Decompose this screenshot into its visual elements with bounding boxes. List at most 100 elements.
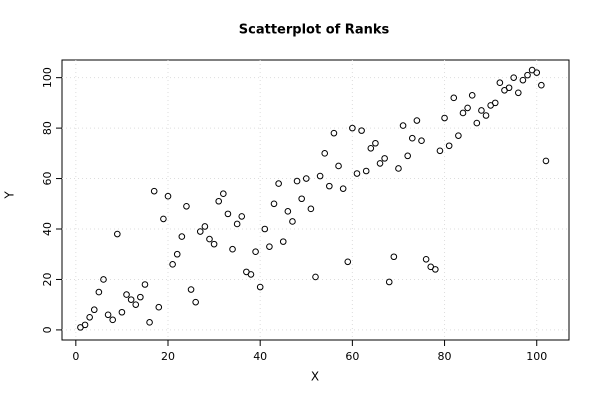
- point: [455, 132, 462, 139]
- point: [146, 319, 153, 326]
- point: [422, 255, 430, 263]
- point: [302, 175, 310, 182]
- point: [229, 245, 236, 253]
- x-tick-label: 60: [345, 350, 359, 363]
- point: [220, 190, 227, 197]
- point: [353, 170, 361, 177]
- point: [450, 94, 458, 102]
- point: [335, 162, 342, 170]
- point: [367, 144, 375, 152]
- y-axis-label: Y: [3, 191, 17, 200]
- point: [275, 180, 282, 187]
- point: [81, 321, 89, 329]
- y-tick-label: 60: [41, 172, 54, 186]
- point: [261, 225, 269, 233]
- point: [270, 200, 278, 208]
- point: [408, 134, 416, 142]
- point: [90, 306, 98, 314]
- point: [385, 278, 393, 286]
- point: [316, 172, 324, 180]
- point: [169, 261, 176, 268]
- point: [238, 213, 246, 220]
- x-tick-label: 20: [161, 350, 175, 363]
- point: [464, 104, 471, 112]
- x-tick-label: 100: [526, 350, 547, 363]
- point: [224, 210, 232, 218]
- point: [362, 167, 370, 175]
- point: [293, 177, 301, 185]
- point: [206, 235, 213, 243]
- point: [192, 298, 199, 306]
- point: [289, 218, 296, 225]
- point: [127, 296, 135, 303]
- point: [436, 147, 444, 155]
- point: [524, 71, 531, 79]
- point: [473, 119, 481, 127]
- point: [183, 203, 190, 210]
- point: [505, 84, 513, 92]
- point: [95, 288, 103, 296]
- point: [468, 92, 476, 99]
- point: [150, 187, 158, 195]
- point: [118, 308, 126, 316]
- point: [279, 238, 287, 245]
- point: [312, 273, 319, 281]
- point: [441, 114, 448, 122]
- chart-title: Scatterplot of Ranks: [239, 23, 390, 38]
- point: [376, 160, 384, 167]
- point: [330, 129, 338, 137]
- point: [482, 112, 490, 119]
- point: [339, 185, 347, 192]
- point: [533, 69, 541, 76]
- point: [187, 286, 195, 293]
- point: [404, 152, 411, 160]
- point: [307, 205, 315, 213]
- point: [284, 208, 292, 215]
- point: [210, 240, 218, 248]
- point: [137, 293, 144, 301]
- point: [141, 281, 149, 288]
- point: [114, 230, 121, 238]
- point: [478, 107, 485, 114]
- point: [109, 316, 116, 324]
- point: [358, 127, 365, 134]
- point: [155, 303, 163, 311]
- point: [491, 99, 499, 107]
- point: [104, 311, 112, 319]
- x-tick-label: 0: [72, 350, 79, 363]
- point: [349, 124, 356, 132]
- plot-box: [61, 59, 570, 341]
- point: [413, 117, 421, 124]
- point: [123, 291, 130, 298]
- y-tick-label: 0: [41, 326, 54, 333]
- point: [173, 250, 181, 258]
- x-tick-label: 80: [438, 350, 452, 363]
- point: [178, 233, 186, 240]
- point: [233, 220, 241, 228]
- point: [496, 79, 504, 87]
- point: [266, 243, 273, 250]
- point: [542, 157, 550, 165]
- point: [445, 142, 453, 150]
- y-tick-label: 80: [41, 121, 54, 135]
- y-tick-label: 20: [41, 272, 54, 286]
- point: [372, 139, 379, 147]
- point: [247, 271, 255, 278]
- point: [432, 266, 439, 273]
- point: [418, 137, 425, 145]
- point: [321, 150, 329, 157]
- point: [519, 76, 527, 84]
- point: [381, 155, 388, 162]
- point: [100, 276, 107, 283]
- point: [344, 258, 352, 266]
- point: [256, 283, 264, 291]
- point: [459, 109, 467, 117]
- x-axis-label: X: [311, 370, 319, 384]
- y-tick-label: 100: [41, 67, 54, 88]
- point: [201, 223, 209, 230]
- point: [399, 122, 407, 129]
- point: [326, 182, 333, 190]
- point: [196, 228, 204, 235]
- point: [164, 192, 172, 200]
